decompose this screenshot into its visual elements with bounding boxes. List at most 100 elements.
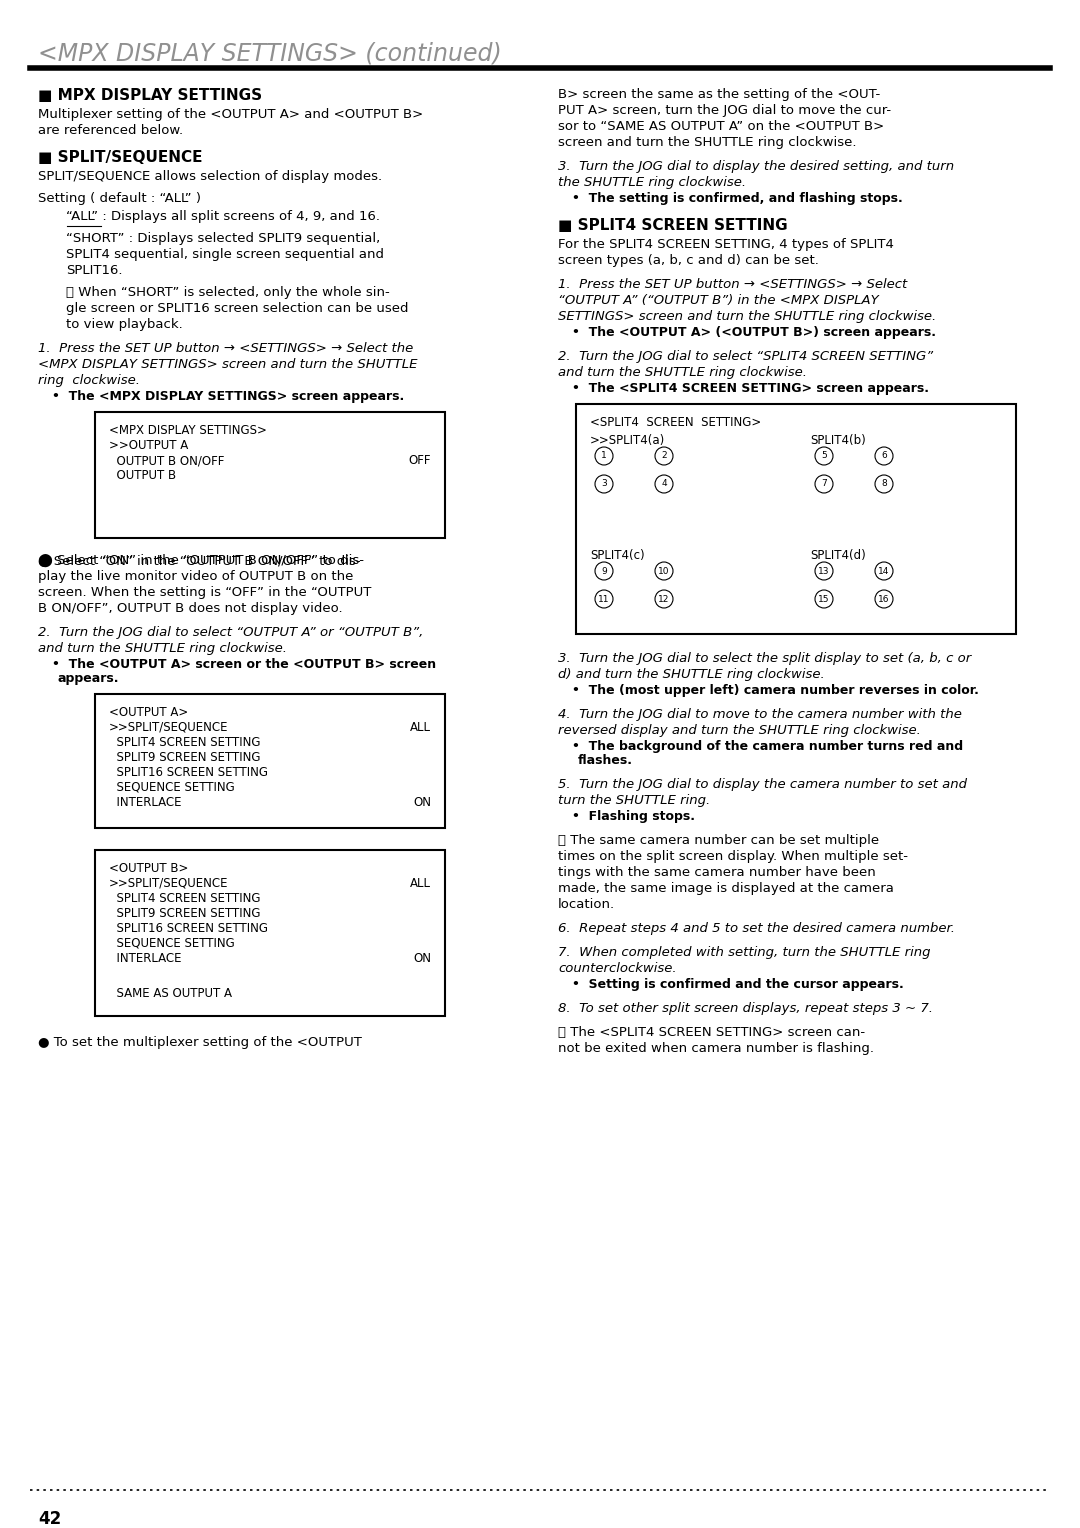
Text: OUTPUT B: OUTPUT B [109,469,176,481]
Text: 5.  Turn the JOG dial to display the camera number to set and: 5. Turn the JOG dial to display the came… [558,778,967,792]
Text: ■ MPX DISPLAY SETTINGS: ■ MPX DISPLAY SETTINGS [38,89,262,102]
Text: “SHORT” : Displays selected SPLIT9 sequential,: “SHORT” : Displays selected SPLIT9 seque… [66,232,380,244]
Text: 14: 14 [878,567,890,576]
Text: <MPX DISPLAY SETTINGS> (continued): <MPX DISPLAY SETTINGS> (continued) [38,41,502,66]
Text: turn the SHUTTLE ring.: turn the SHUTTLE ring. [558,795,711,807]
Text: 5: 5 [821,451,827,460]
Text: ON: ON [413,952,431,966]
Text: >>OUTPUT A: >>OUTPUT A [109,439,188,452]
Text: and turn the SHUTTLE ring clockwise.: and turn the SHUTTLE ring clockwise. [38,642,287,656]
Text: 42: 42 [38,1510,62,1528]
Text: ⬤ Select “ON” in the “OUTPUT B ON/OFF” to dis-: ⬤ Select “ON” in the “OUTPUT B ON/OFF” t… [38,555,364,567]
Text: <SPLIT4  SCREEN  SETTING>: <SPLIT4 SCREEN SETTING> [590,416,761,429]
Text: PUT A> screen, turn the JOG dial to move the cur-: PUT A> screen, turn the JOG dial to move… [558,104,891,118]
Text: For the SPLIT4 SCREEN SETTING, 4 types of SPLIT4: For the SPLIT4 SCREEN SETTING, 4 types o… [558,238,894,251]
Text: counterclockwise.: counterclockwise. [558,963,677,975]
Text: SPLIT4(b): SPLIT4(b) [810,434,866,448]
Text: ● To set the multiplexer setting of the <OUTPUT: ● To set the multiplexer setting of the … [38,1036,362,1050]
Text: times on the split screen display. When multiple set-: times on the split screen display. When … [558,850,908,863]
Text: play the live monitor video of OUTPUT B on the: play the live monitor video of OUTPUT B … [38,570,353,584]
Text: 1.  Press the SET UP button → <SETTINGS> → Select: 1. Press the SET UP button → <SETTINGS> … [558,278,907,290]
Text: ⓘ The <SPLIT4 SCREEN SETTING> screen can-: ⓘ The <SPLIT4 SCREEN SETTING> screen can… [558,1025,865,1039]
Text: SPLIT16.: SPLIT16. [66,264,122,277]
Text: 2: 2 [661,451,666,460]
Text: ⓘ The same camera number can be set multiple: ⓘ The same camera number can be set mult… [558,834,879,847]
Bar [95,694,445,828]
Text: appears.: appears. [58,672,120,685]
Text: SETTINGS> screen and turn the SHUTTLE ring clockwise.: SETTINGS> screen and turn the SHUTTLE ri… [558,310,936,322]
Bar [95,413,445,538]
Text: •  The <OUTPUT A> screen or the <OUTPUT B> screen: • The <OUTPUT A> screen or the <OUTPUT B… [52,659,436,671]
Text: SPLIT9 SCREEN SETTING: SPLIT9 SCREEN SETTING [109,908,260,920]
Text: SAME AS OUTPUT A: SAME AS OUTPUT A [109,987,232,999]
Text: SPLIT4(d): SPLIT4(d) [810,549,866,562]
Text: 10: 10 [658,567,670,576]
Text: INTERLACE: INTERLACE [109,952,181,966]
Text: 7.  When completed with setting, turn the SHUTTLE ring: 7. When completed with setting, turn the… [558,946,931,960]
Text: 15: 15 [819,594,829,604]
Text: SPLIT16 SCREEN SETTING: SPLIT16 SCREEN SETTING [109,921,268,935]
Text: >>SPLIT/SEQUENCE: >>SPLIT/SEQUENCE [109,721,229,733]
Text: •  The <MPX DISPLAY SETTINGS> screen appears.: • The <MPX DISPLAY SETTINGS> screen appe… [52,390,404,403]
Text: gle screen or SPLIT16 screen selection can be used: gle screen or SPLIT16 screen selection c… [66,303,408,315]
Text: ring  clockwise.: ring clockwise. [38,374,140,387]
Text: and turn the SHUTTLE ring clockwise.: and turn the SHUTTLE ring clockwise. [558,367,807,379]
Text: ● Select “ON” in the “OUTPUT B ON/OFF” to dis-: ● Select “ON” in the “OUTPUT B ON/OFF” t… [38,555,361,567]
Text: 1.  Press the SET UP button → <SETTINGS> → Select the: 1. Press the SET UP button → <SETTINGS> … [38,342,414,354]
Text: •  The background of the camera number turns red and: • The background of the camera number tu… [572,740,963,753]
Text: Multiplexer setting of the <OUTPUT A> and <OUTPUT B>: Multiplexer setting of the <OUTPUT A> an… [38,108,423,121]
Text: SEQUENCE SETTING: SEQUENCE SETTING [109,781,234,795]
Text: location.: location. [558,898,616,911]
Text: <MPX DISPLAY SETTINGS>: <MPX DISPLAY SETTINGS> [109,423,267,437]
Text: <MPX DISPLAY SETTINGS> screen and turn the SHUTTLE: <MPX DISPLAY SETTINGS> screen and turn t… [38,358,418,371]
Text: flashes.: flashes. [578,753,633,767]
Text: 3: 3 [602,480,607,489]
Text: 1: 1 [602,451,607,460]
Text: <OUTPUT A>: <OUTPUT A> [109,706,188,720]
Text: “ALL” : Displays all split screens of 4, 9, and 16.: “ALL” : Displays all split screens of 4,… [66,209,380,223]
Text: the SHUTTLE ring clockwise.: the SHUTTLE ring clockwise. [558,176,746,189]
Text: 8: 8 [881,480,887,489]
Text: OUTPUT B ON/OFF: OUTPUT B ON/OFF [109,454,225,468]
Text: 11: 11 [598,594,610,604]
Text: •  Flashing stops.: • Flashing stops. [572,810,696,824]
Text: “OUTPUT A” (“OUTPUT B”) in the <MPX DISPLAY: “OUTPUT A” (“OUTPUT B”) in the <MPX DISP… [558,293,879,307]
Text: SPLIT16 SCREEN SETTING: SPLIT16 SCREEN SETTING [109,766,268,779]
Text: •  The setting is confirmed, and flashing stops.: • The setting is confirmed, and flashing… [572,193,903,205]
Text: 16: 16 [878,594,890,604]
Text: 2.  Turn the JOG dial to select “OUTPUT A” or “OUTPUT B”,: 2. Turn the JOG dial to select “OUTPUT A… [38,626,423,639]
Text: SEQUENCE SETTING: SEQUENCE SETTING [109,937,234,950]
Text: 4.  Turn the JOG dial to move to the camera number with the: 4. Turn the JOG dial to move to the came… [558,707,962,721]
Text: are referenced below.: are referenced below. [38,124,184,138]
Text: ALL: ALL [410,721,431,733]
Text: 3.  Turn the JOG dial to display the desired setting, and turn: 3. Turn the JOG dial to display the desi… [558,160,954,173]
Text: 6.  Repeat steps 4 and 5 to set the desired camera number.: 6. Repeat steps 4 and 5 to set the desir… [558,921,955,935]
Text: not be exited when camera number is flashing.: not be exited when camera number is flas… [558,1042,874,1054]
Text: to view playback.: to view playback. [66,318,183,332]
Text: ALL: ALL [410,877,431,889]
Text: 12: 12 [659,594,670,604]
Text: SPLIT4 SCREEN SETTING: SPLIT4 SCREEN SETTING [109,736,260,749]
Text: SPLIT4 sequential, single screen sequential and: SPLIT4 sequential, single screen sequent… [66,248,384,261]
Text: ON: ON [413,796,431,808]
Text: ■ SPLIT/SEQUENCE: ■ SPLIT/SEQUENCE [38,150,203,165]
Text: 13: 13 [819,567,829,576]
Text: •  The <OUTPUT A> (<OUTPUT B>) screen appears.: • The <OUTPUT A> (<OUTPUT B>) screen app… [572,325,936,339]
Text: 2.  Turn the JOG dial to select “SPLIT4 SCREEN SETTING”: 2. Turn the JOG dial to select “SPLIT4 S… [558,350,933,364]
Text: INTERLACE: INTERLACE [109,796,181,808]
Text: sor to “SAME AS OUTPUT A” on the <OUTPUT B>: sor to “SAME AS OUTPUT A” on the <OUTPUT… [558,121,885,133]
Text: •  Setting is confirmed and the cursor appears.: • Setting is confirmed and the cursor ap… [572,978,904,992]
Text: SPLIT4(c): SPLIT4(c) [590,549,645,562]
Text: SPLIT/SEQUENCE allows selection of display modes.: SPLIT/SEQUENCE allows selection of displ… [38,170,382,183]
Text: reversed display and turn the SHUTTLE ring clockwise.: reversed display and turn the SHUTTLE ri… [558,724,921,736]
Text: B> screen the same as the setting of the <OUT-: B> screen the same as the setting of the… [558,89,880,101]
Bar [95,850,445,1016]
Text: d) and turn the SHUTTLE ring clockwise.: d) and turn the SHUTTLE ring clockwise. [558,668,825,681]
Text: ■ SPLIT4 SCREEN SETTING: ■ SPLIT4 SCREEN SETTING [558,219,787,232]
Text: ⓘ When “SHORT” is selected, only the whole sin-: ⓘ When “SHORT” is selected, only the who… [66,286,390,299]
Text: made, the same image is displayed at the camera: made, the same image is displayed at the… [558,882,894,895]
Bar [576,403,1016,634]
Text: B ON/OFF”, OUTPUT B does not display video.: B ON/OFF”, OUTPUT B does not display vid… [38,602,342,614]
Text: OFF: OFF [408,454,431,468]
Text: screen and turn the SHUTTLE ring clockwise.: screen and turn the SHUTTLE ring clockwi… [558,136,856,150]
